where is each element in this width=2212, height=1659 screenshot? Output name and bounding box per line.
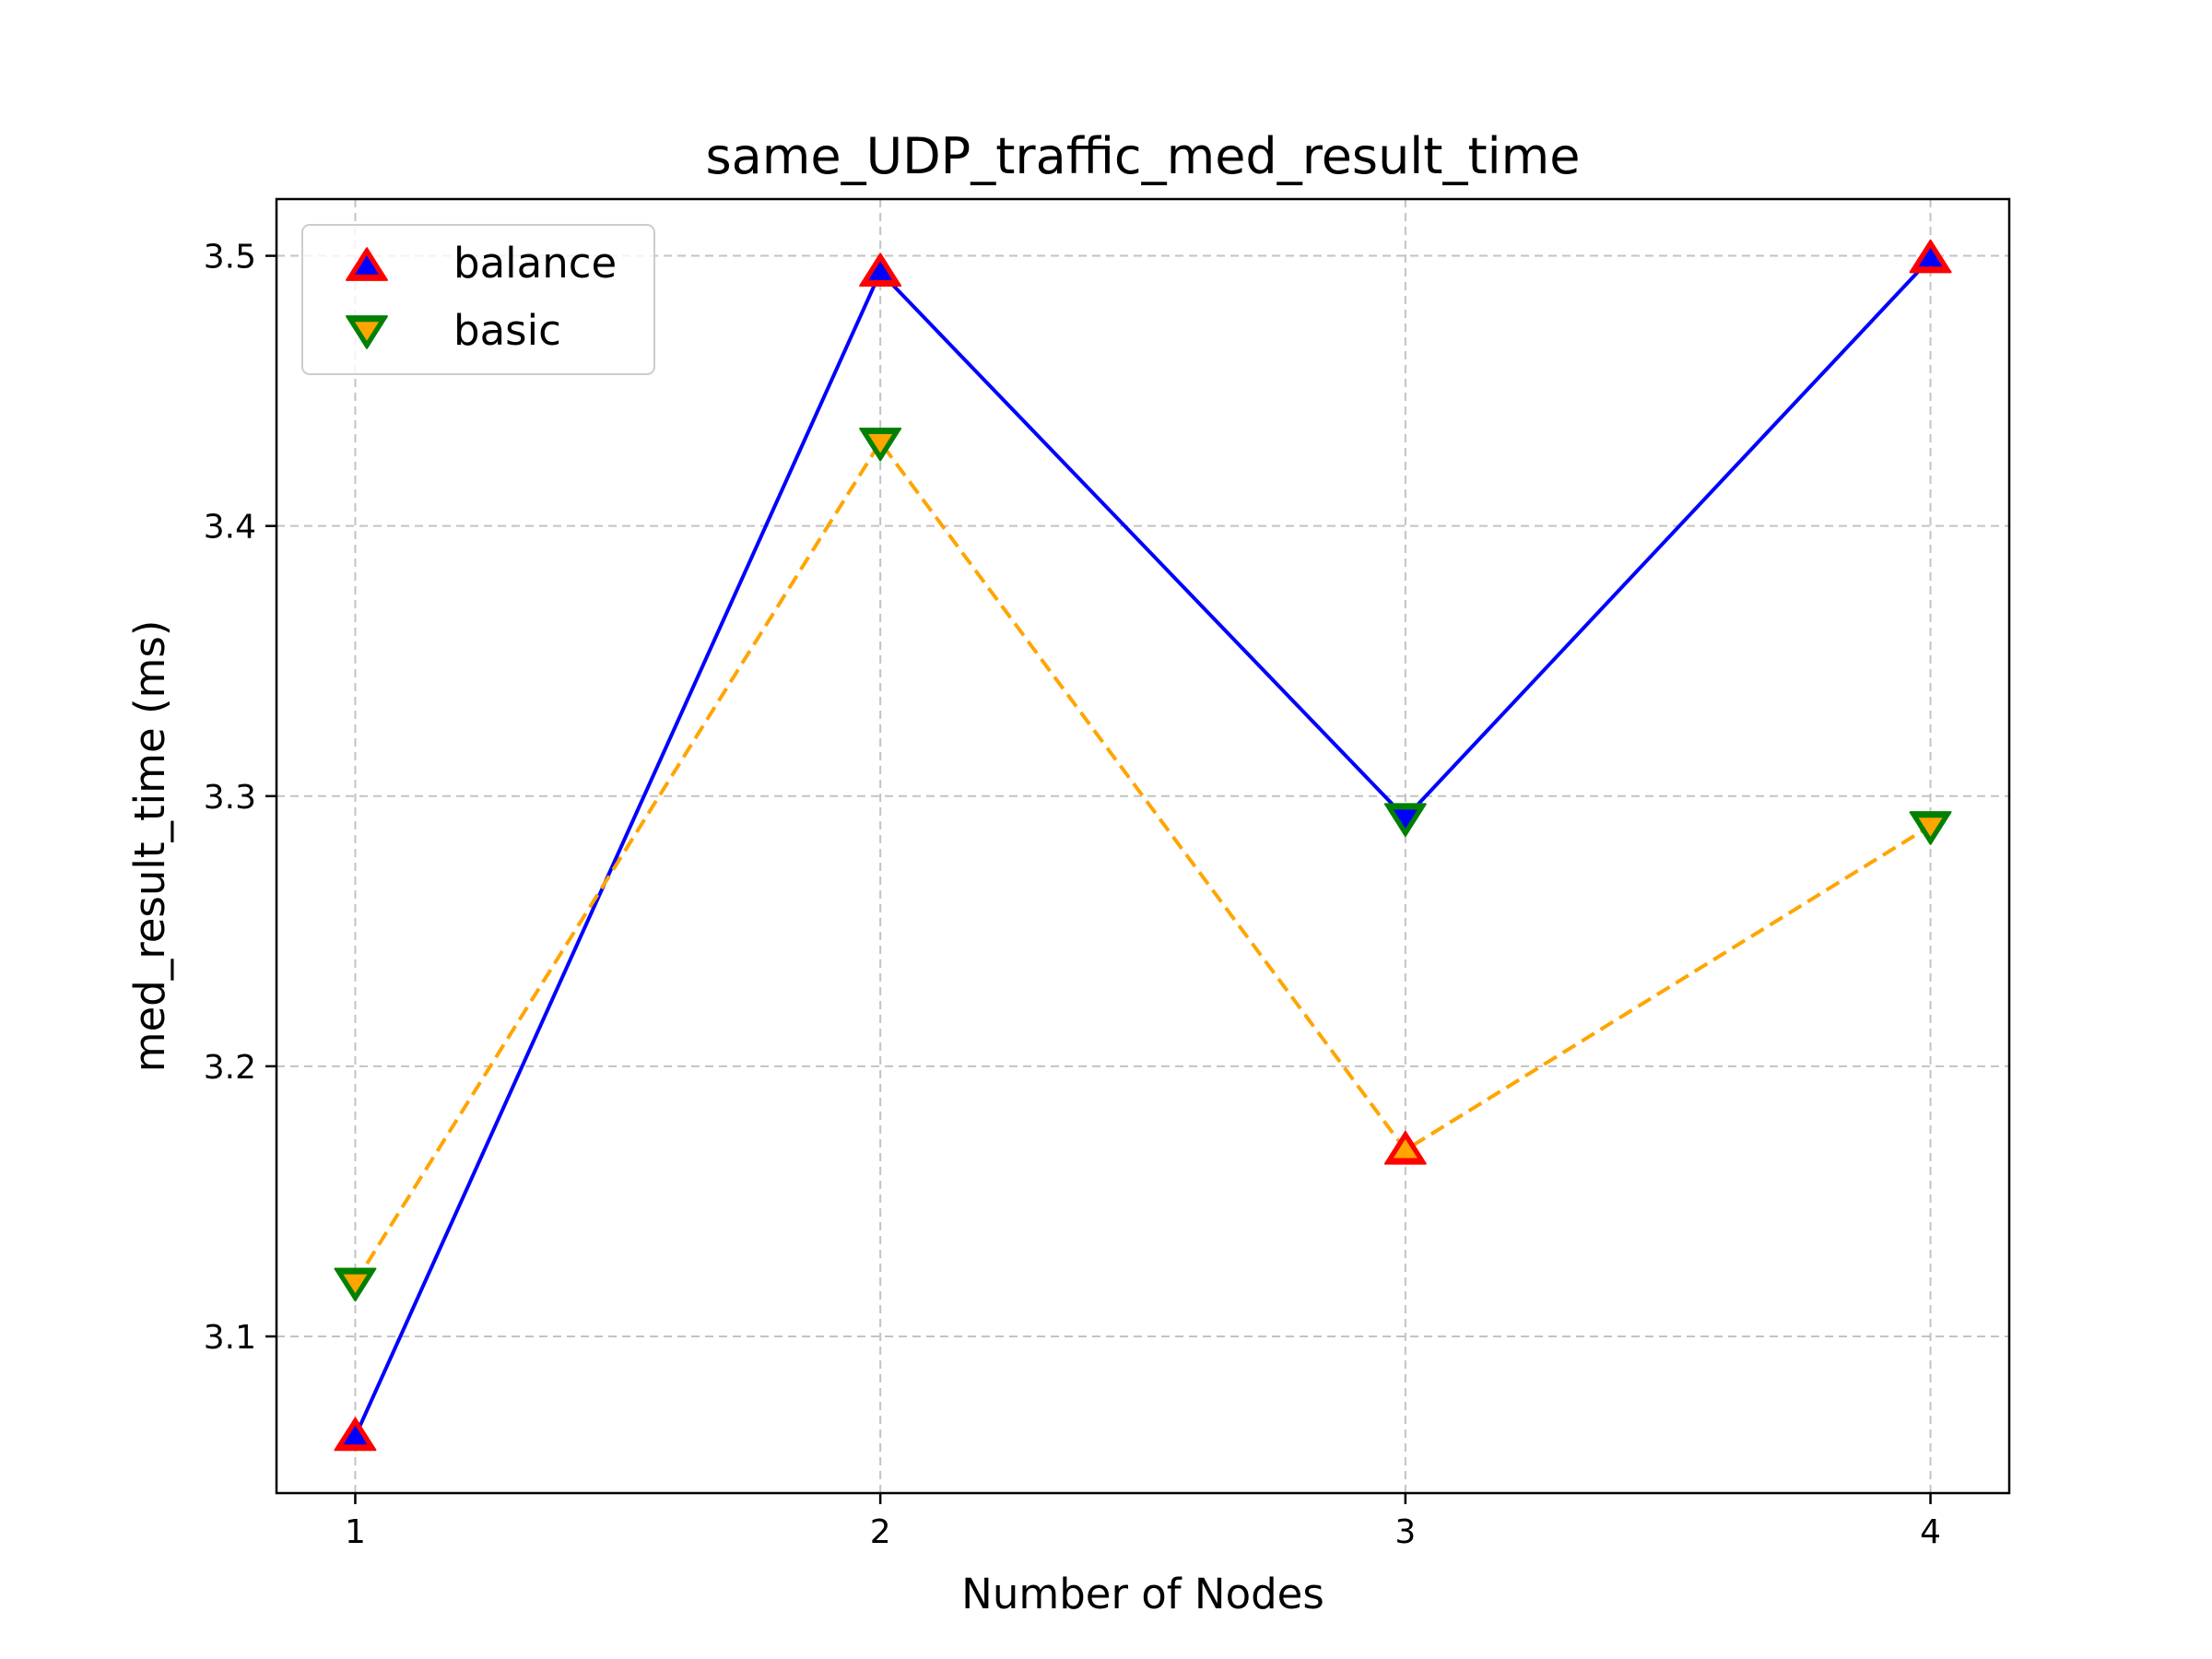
chart-title: same_UDP_traffic_med_result_time — [706, 127, 1581, 185]
marker-fill — [1918, 818, 1943, 837]
marker-balance — [859, 253, 902, 287]
marker-fill — [868, 261, 893, 280]
y-axis-label: med_result_time (ms) — [125, 620, 174, 1073]
x-tick-label: 2 — [870, 1513, 891, 1551]
legend-label-balance: balance — [453, 239, 617, 288]
series-markers — [334, 239, 1952, 1452]
y-tick-label: 3.3 — [204, 779, 256, 817]
marker-balance — [334, 1417, 377, 1452]
legend-marker-balance — [346, 247, 388, 281]
y-tick-label: 3.1 — [204, 1319, 256, 1357]
legend: balance basic — [301, 224, 655, 375]
marker-balance — [1383, 803, 1427, 838]
legend-marker-fill — [355, 255, 379, 275]
legend-marker-fill — [355, 322, 379, 341]
marker-balance — [1909, 239, 1952, 274]
marker-fill — [343, 1425, 368, 1445]
marker-basic — [334, 1267, 377, 1302]
marker-fill — [1393, 809, 1418, 829]
plot-area-frame — [275, 197, 2011, 1495]
marker-basic — [1383, 1130, 1427, 1165]
series-line-basic — [353, 440, 1932, 1284]
marker-basic — [859, 427, 902, 462]
marker-fill — [868, 434, 893, 453]
marker-fill — [343, 1274, 368, 1294]
legend-label-basic: basic — [453, 306, 561, 355]
marker-fill — [1918, 247, 1943, 267]
series-line-balance — [353, 257, 1933, 1438]
y-tick-label: 3.5 — [204, 239, 256, 276]
axis-ticks: 1 2 3 4 3.1 3.2 3.3 3.4 3.5 — [204, 239, 1941, 1551]
legend-marker-basic — [346, 315, 388, 349]
x-tick-label: 3 — [1394, 1513, 1416, 1551]
x-tick-label: 1 — [345, 1513, 366, 1551]
y-tick-label: 3.4 — [204, 509, 256, 547]
legend-box — [301, 224, 655, 375]
x-axis-label: Number of Nodes — [961, 1570, 1324, 1618]
marker-basic — [1909, 811, 1952, 845]
marker-fill — [1393, 1139, 1418, 1159]
x-tick-label: 4 — [1920, 1513, 1941, 1551]
series-lines — [353, 257, 1933, 1438]
y-tick-label: 3.2 — [204, 1049, 256, 1087]
grid — [276, 199, 2009, 1493]
